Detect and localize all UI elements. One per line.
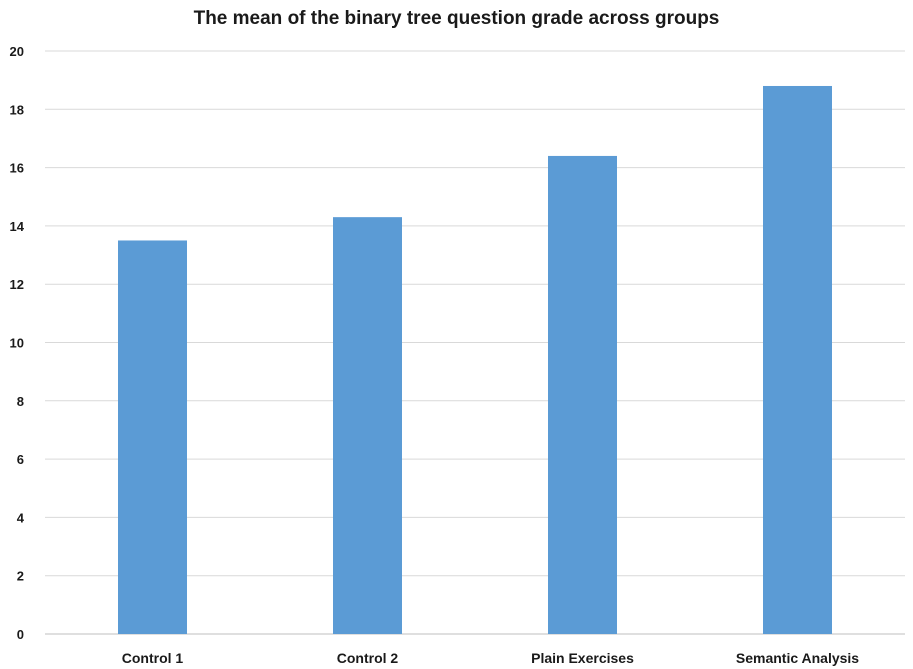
chart-title: The mean of the binary tree question gra…: [193, 8, 720, 29]
x-tick-label: Control 2: [337, 650, 399, 666]
y-tick-label: 16: [10, 161, 24, 176]
bar-control-1: [118, 240, 187, 634]
y-tick-label: 0: [17, 627, 24, 642]
bar-control-2: [333, 217, 402, 634]
y-tick-label: 8: [17, 394, 24, 409]
y-tick-label: 6: [17, 452, 24, 467]
bar-plain-exercises: [548, 155, 617, 634]
y-tick-label: 12: [10, 277, 24, 292]
x-tick-label: Control 1: [122, 650, 184, 666]
y-tick-label: 2: [17, 569, 24, 584]
y-tick-label: 18: [10, 102, 24, 117]
bar-semantic-analysis: [763, 85, 832, 635]
y-tick-label: 4: [17, 510, 25, 525]
y-tick-label: 14: [10, 219, 25, 234]
y-tick-label: 20: [10, 44, 24, 59]
x-tick-label: Plain Exercises: [531, 650, 634, 666]
x-tick-label: Semantic Analysis: [736, 650, 859, 666]
y-tick-label: 10: [10, 336, 24, 351]
